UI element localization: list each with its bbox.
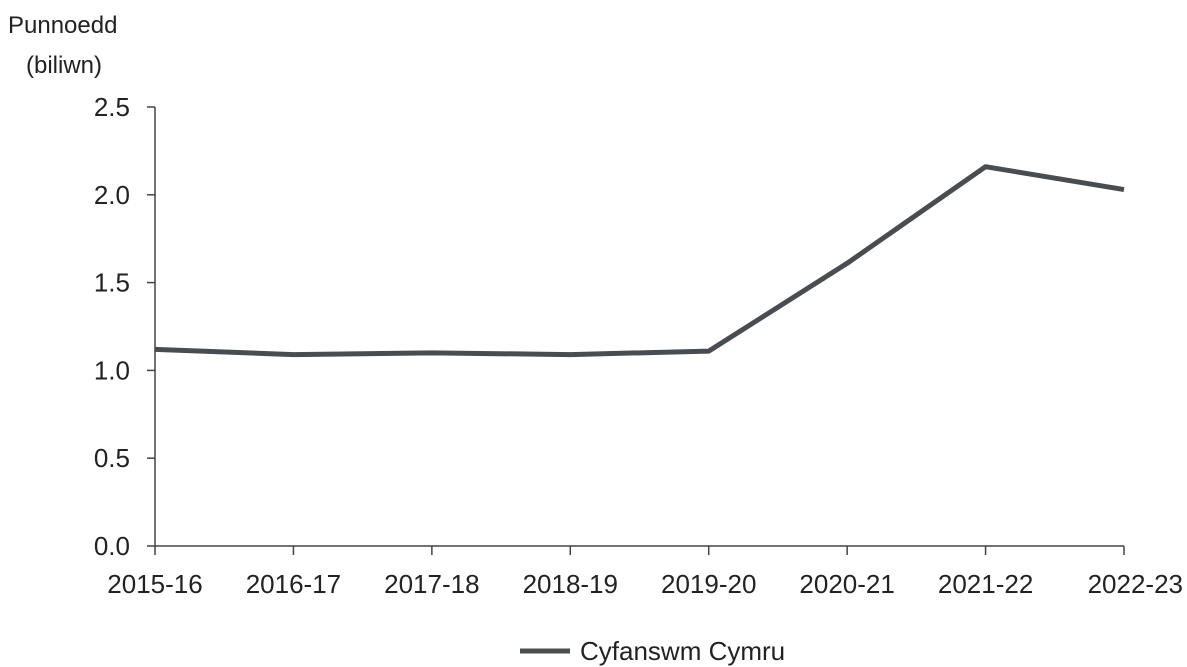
legend: Cyfanswm Cymru — [520, 636, 785, 666]
y-tick-label: 0.0 — [94, 531, 130, 561]
series-line — [154, 164, 1125, 358]
y-tick-label: 2.5 — [94, 92, 130, 122]
x-tick-label: 2018-19 — [523, 569, 618, 599]
x-tick-label: 2020-21 — [799, 569, 894, 599]
x-tick-label: 2016-17 — [246, 569, 341, 599]
y-axis: 0.0 0.5 1.0 1.5 2.0 2.5 — [94, 92, 156, 561]
y-axis-title-line-2: (biliwn) — [26, 52, 102, 79]
y-tick-label: 1.5 — [94, 268, 130, 298]
y-tick-label: 2.0 — [94, 180, 130, 210]
series-layer — [154, 164, 1125, 358]
y-tick-label: 0.5 — [94, 443, 130, 473]
x-tick-label: 2017-18 — [384, 569, 479, 599]
x-axis: 2015-16 2016-17 2017-18 2018-19 2019-20 2020-… — [107, 545, 1183, 599]
y-tick-label: 1.0 — [94, 355, 130, 385]
x-tick-label: 2022-23 — [1088, 569, 1183, 599]
x-tick-label: 2021-22 — [938, 569, 1033, 599]
x-tick-label: 2015-16 — [107, 569, 202, 599]
legend-label: Cyfanswm Cymru — [580, 636, 785, 666]
y-axis-title: Punnoedd (biliwn) — [8, 12, 117, 79]
x-tick-label: 2019-20 — [661, 569, 756, 599]
y-axis-title-line-1: Punnoedd — [8, 12, 117, 39]
